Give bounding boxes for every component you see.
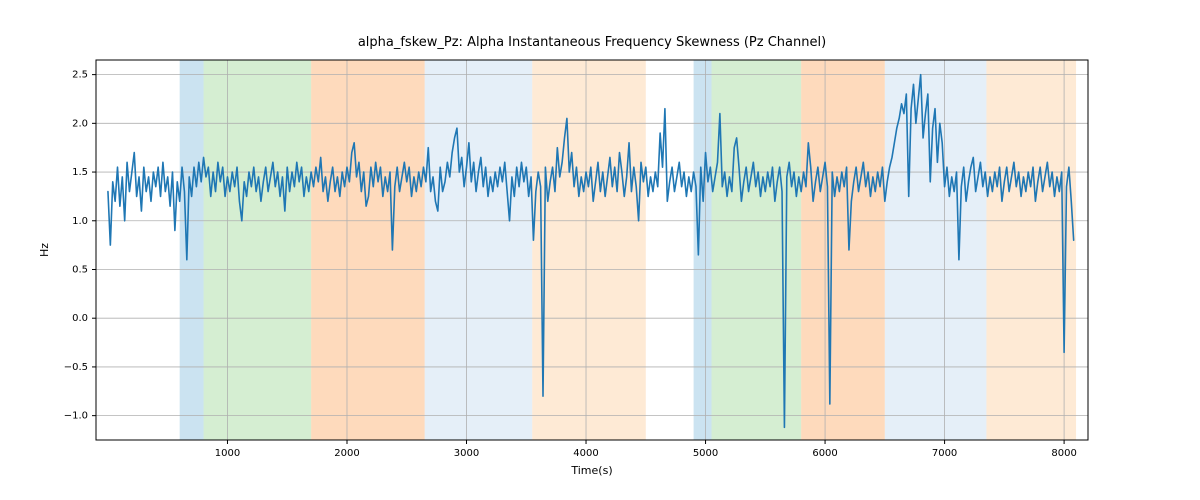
- background-band-3: [425, 60, 533, 440]
- xtick-label: 8000: [1051, 448, 1076, 459]
- x-axis-label: Time(s): [570, 464, 612, 477]
- background-band-6: [712, 60, 802, 440]
- background-band-5: [694, 60, 712, 440]
- chart-svg: 1000 2000 3000 4000 5000 6000 7000 8000 −1.0 −0.5…: [0, 0, 1200, 500]
- ytick-label: 2.0: [72, 118, 88, 129]
- chart-container: 1000 2000 3000 4000 5000 6000 7000 8000 −1.0 −0.5…: [0, 0, 1200, 500]
- xtick-label: 6000: [812, 448, 837, 459]
- background-band-7: [801, 60, 885, 440]
- background-band-1: [204, 60, 312, 440]
- xtick-label: 2000: [334, 448, 359, 459]
- xtick-label: 1000: [215, 448, 240, 459]
- ytick-label: 0.0: [72, 313, 88, 324]
- ytick-label: 1.0: [72, 216, 88, 227]
- xtick-label: 3000: [454, 448, 479, 459]
- ytick-label: 2.5: [72, 70, 88, 81]
- y-axis-label: Hz: [38, 243, 51, 257]
- xtick-label: 4000: [573, 448, 598, 459]
- chart-title: alpha_fskew_Pz: Alpha Instantaneous Freq…: [358, 35, 826, 50]
- background-band-4: [532, 60, 646, 440]
- background-band-0: [180, 60, 204, 440]
- ytick-label: 0.5: [72, 264, 88, 275]
- ytick-label: 1.5: [72, 167, 88, 178]
- ytick-label: −0.5: [64, 362, 88, 373]
- ytick-label: −1.0: [64, 411, 88, 422]
- xtick-label: 5000: [693, 448, 718, 459]
- xtick-label: 7000: [932, 448, 957, 459]
- background-band-2: [311, 60, 425, 440]
